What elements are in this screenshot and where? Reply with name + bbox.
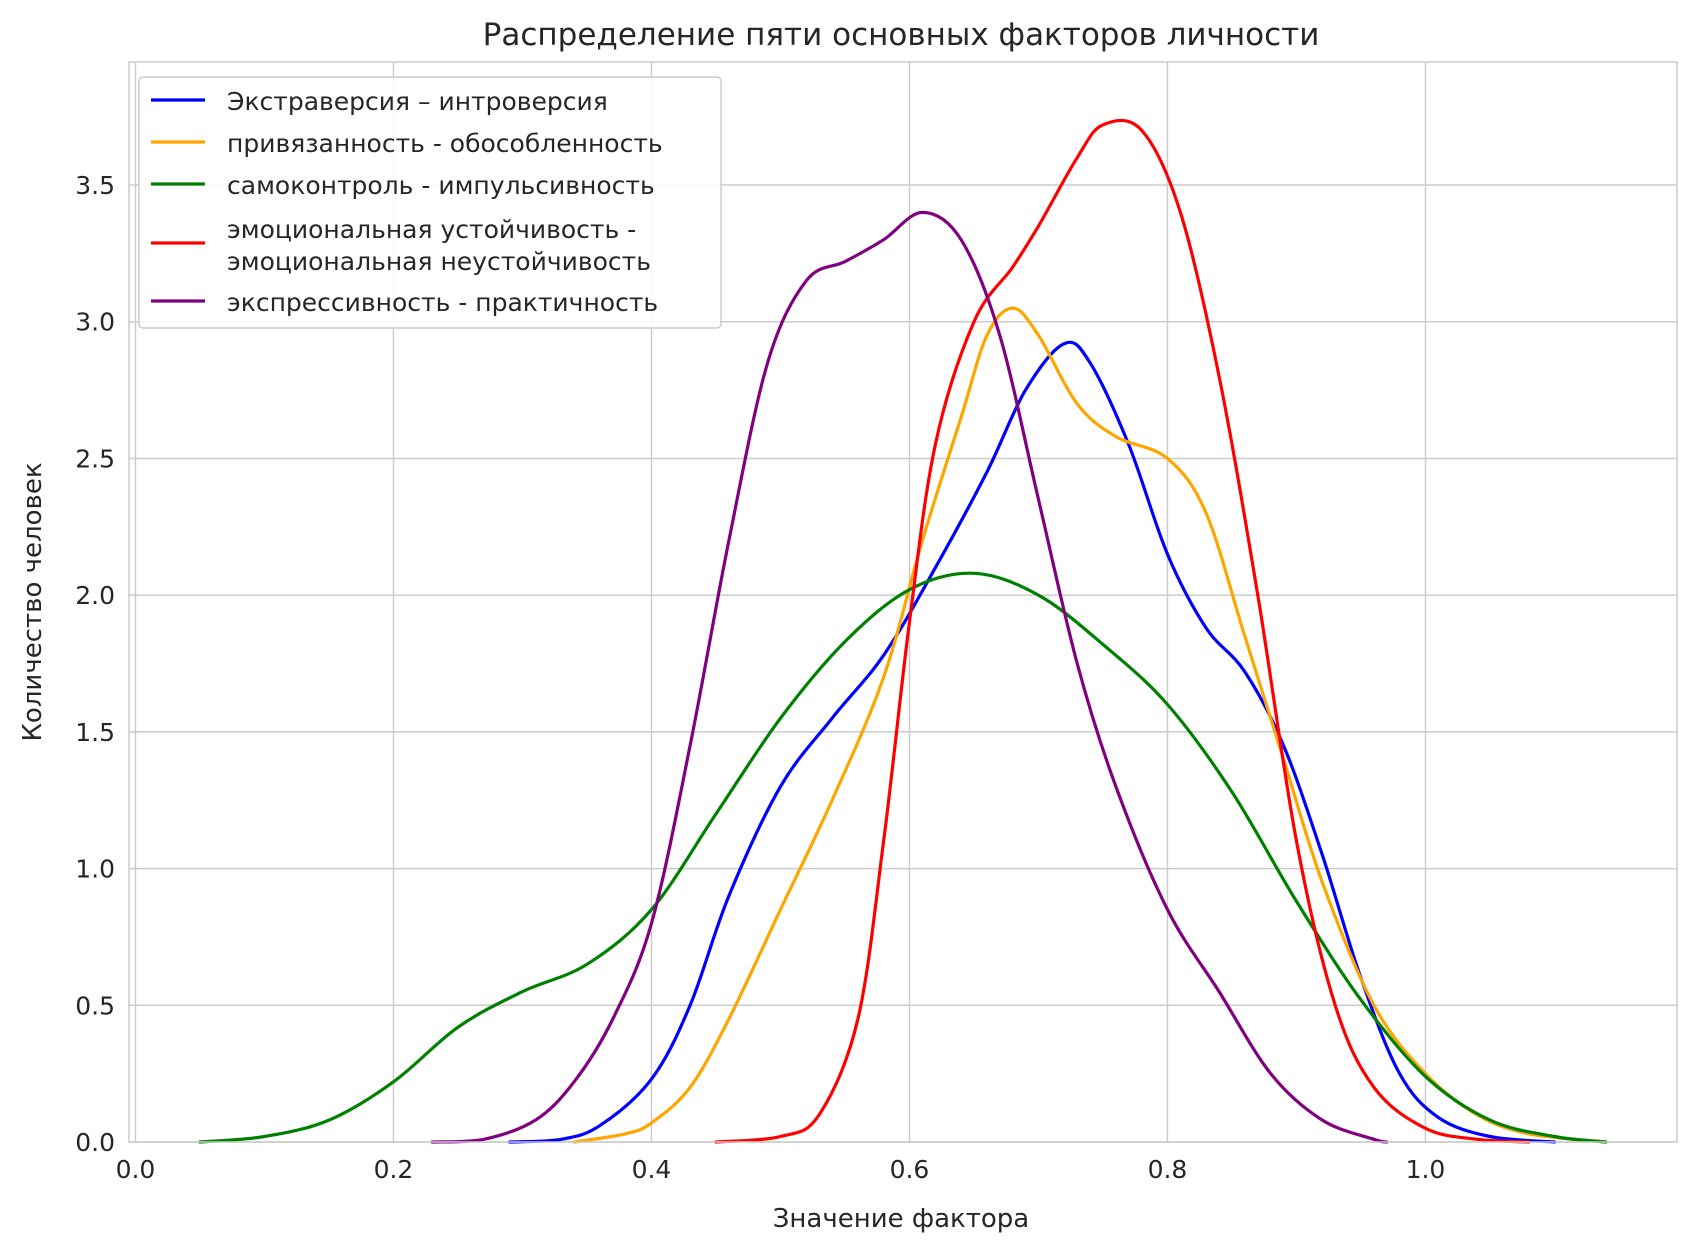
legend-item: самоконтроль - импульсивность [151,171,655,200]
y-tick-label: 0.5 [75,991,115,1020]
legend-item: привязанность - обособленность [151,129,663,158]
tick-labels: 0.0 0.2 0.4 0.6 0.8 1.0 0.0 0.5 1.0 1.5 2.0 2.5 3.0 3… [75,171,1445,1184]
series-line-2 [572,306,1608,1144]
legend-box [138,76,722,329]
y-tick-label: 1.5 [75,718,115,747]
y-tick-label: 3.5 [75,171,115,200]
legend: Экстраверсия – интроверсия привязанность … [138,76,722,329]
x-axis-label: Значение фактора [773,1204,1029,1234]
chart-title: Распределение пяти основных факторов лич… [483,17,1320,53]
x-tick-label: 0.6 [890,1155,930,1184]
x-tick-label: 0.0 [116,1155,156,1184]
legend-label: эмоциональная устойчивость -эмоциональна… [227,215,651,276]
x-tick-label: 0.8 [1148,1155,1188,1184]
y-tick-label: 2.0 [75,581,115,610]
legend-item: экспрессивность - практичность [151,288,658,317]
y-axis-label: Количество человек [18,462,48,741]
series-line-3 [198,571,1608,1144]
legend-item: Экстраверсия – интроверсия [151,87,608,116]
legend-label: экспрессивность - практичность [227,288,658,317]
legend-label: самоконтроль - импульсивность [227,171,655,200]
series-line-1 [507,340,1557,1144]
legend-label: привязанность - обособленность [227,129,663,158]
x-tick-label: 0.2 [374,1155,414,1184]
y-tick-label: 0.0 [75,1128,115,1157]
x-tick-label: 1.0 [1406,1155,1446,1184]
legend-label: Экстраверсия – интроверсия [227,87,608,116]
y-tick-label: 2.5 [75,444,115,473]
y-tick-label: 1.0 [75,855,115,884]
series-lines [198,118,1608,1144]
x-tick-label: 0.4 [632,1155,672,1184]
y-tick-label: 3.0 [75,308,115,337]
plot-frame [128,61,1678,1143]
series-line-4 [714,118,1531,1144]
legend-item: эмоциональная устойчивость -эмоциональна… [151,215,651,276]
series-line-5 [430,210,1389,1144]
